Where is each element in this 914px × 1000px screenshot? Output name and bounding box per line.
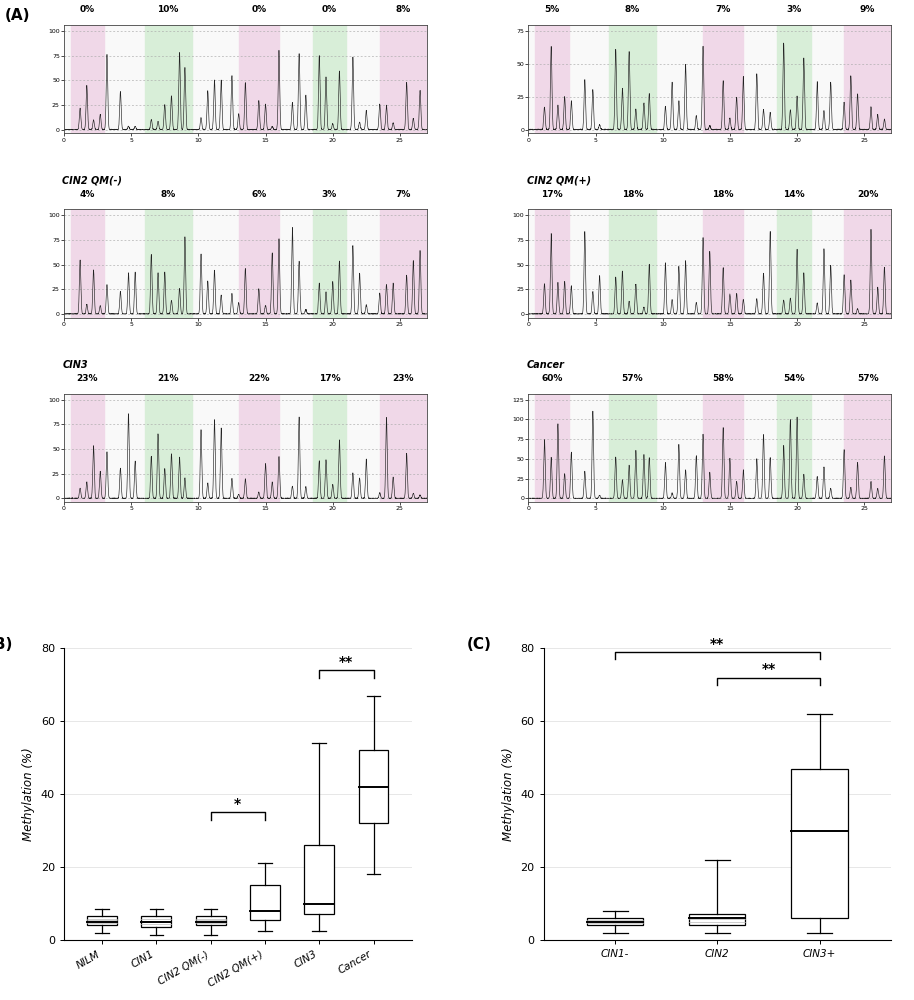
- Text: CIN1: CIN1: [526, 0, 552, 1]
- Text: 7%: 7%: [396, 190, 411, 199]
- Text: *: *: [234, 797, 241, 811]
- Bar: [703, 209, 743, 318]
- Bar: [239, 209, 279, 318]
- Bar: [845, 209, 891, 318]
- Text: **: **: [761, 662, 776, 676]
- Text: 7%: 7%: [716, 5, 731, 14]
- Y-axis label: Methylation (%): Methylation (%): [22, 747, 36, 841]
- Text: 22%: 22%: [248, 374, 270, 383]
- Text: 57%: 57%: [856, 374, 878, 383]
- Text: 23%: 23%: [77, 374, 98, 383]
- Text: **: **: [339, 655, 354, 669]
- Bar: [777, 25, 811, 133]
- Bar: [304, 845, 335, 914]
- Bar: [239, 25, 279, 133]
- Bar: [87, 916, 117, 925]
- Y-axis label: Methylation (%): Methylation (%): [502, 747, 515, 841]
- Text: 8%: 8%: [396, 5, 411, 14]
- Text: 5%: 5%: [544, 5, 559, 14]
- Text: 58%: 58%: [712, 374, 734, 383]
- Bar: [777, 209, 811, 318]
- Text: 18%: 18%: [622, 190, 643, 199]
- Bar: [313, 394, 346, 502]
- Bar: [535, 25, 569, 133]
- Bar: [144, 209, 192, 318]
- Text: 18%: 18%: [712, 190, 734, 199]
- Text: (C): (C): [467, 637, 492, 652]
- Bar: [535, 394, 569, 502]
- Bar: [379, 209, 427, 318]
- Text: 0%: 0%: [80, 5, 95, 14]
- Bar: [703, 394, 743, 502]
- Text: 54%: 54%: [783, 374, 804, 383]
- Text: CIN3: CIN3: [62, 360, 88, 370]
- Bar: [703, 25, 743, 133]
- Text: 4%: 4%: [80, 190, 95, 199]
- Bar: [777, 394, 811, 502]
- Bar: [144, 394, 192, 502]
- Bar: [313, 25, 346, 133]
- Bar: [144, 25, 192, 133]
- Text: 23%: 23%: [392, 374, 414, 383]
- Text: 17%: 17%: [541, 190, 563, 199]
- Text: **: **: [710, 637, 725, 651]
- Bar: [609, 394, 656, 502]
- Text: (A): (A): [5, 8, 30, 23]
- Bar: [358, 750, 388, 823]
- Bar: [70, 25, 104, 133]
- Text: 8%: 8%: [625, 5, 640, 14]
- Text: 9%: 9%: [860, 5, 876, 14]
- Bar: [792, 769, 847, 918]
- Bar: [689, 914, 746, 925]
- Bar: [70, 209, 104, 318]
- Bar: [379, 394, 427, 502]
- Text: 0%: 0%: [251, 5, 266, 14]
- Text: 3%: 3%: [786, 5, 802, 14]
- Bar: [239, 394, 279, 502]
- Text: 6%: 6%: [251, 190, 267, 199]
- Bar: [142, 916, 171, 927]
- Text: (B): (B): [0, 637, 13, 652]
- Bar: [250, 885, 280, 920]
- Bar: [845, 394, 891, 502]
- Text: 14%: 14%: [783, 190, 804, 199]
- Text: 3%: 3%: [322, 190, 337, 199]
- Bar: [70, 394, 104, 502]
- Bar: [609, 209, 656, 318]
- Text: Cancer: Cancer: [526, 360, 565, 370]
- Bar: [379, 25, 427, 133]
- Text: CIN2 QM(-): CIN2 QM(-): [62, 176, 122, 186]
- Bar: [587, 918, 643, 925]
- Text: 8%: 8%: [161, 190, 175, 199]
- Text: 20%: 20%: [857, 190, 878, 199]
- Bar: [845, 25, 891, 133]
- Bar: [313, 209, 346, 318]
- Text: 21%: 21%: [157, 374, 179, 383]
- Text: 0%: 0%: [322, 5, 337, 14]
- Text: CIN2 QM(+): CIN2 QM(+): [526, 176, 590, 186]
- Text: 17%: 17%: [319, 374, 340, 383]
- Text: NILM: NILM: [62, 0, 90, 1]
- Text: 60%: 60%: [541, 374, 562, 383]
- Text: 57%: 57%: [622, 374, 643, 383]
- Bar: [535, 209, 569, 318]
- Bar: [609, 25, 656, 133]
- Text: 10%: 10%: [157, 5, 179, 14]
- Bar: [196, 916, 226, 925]
